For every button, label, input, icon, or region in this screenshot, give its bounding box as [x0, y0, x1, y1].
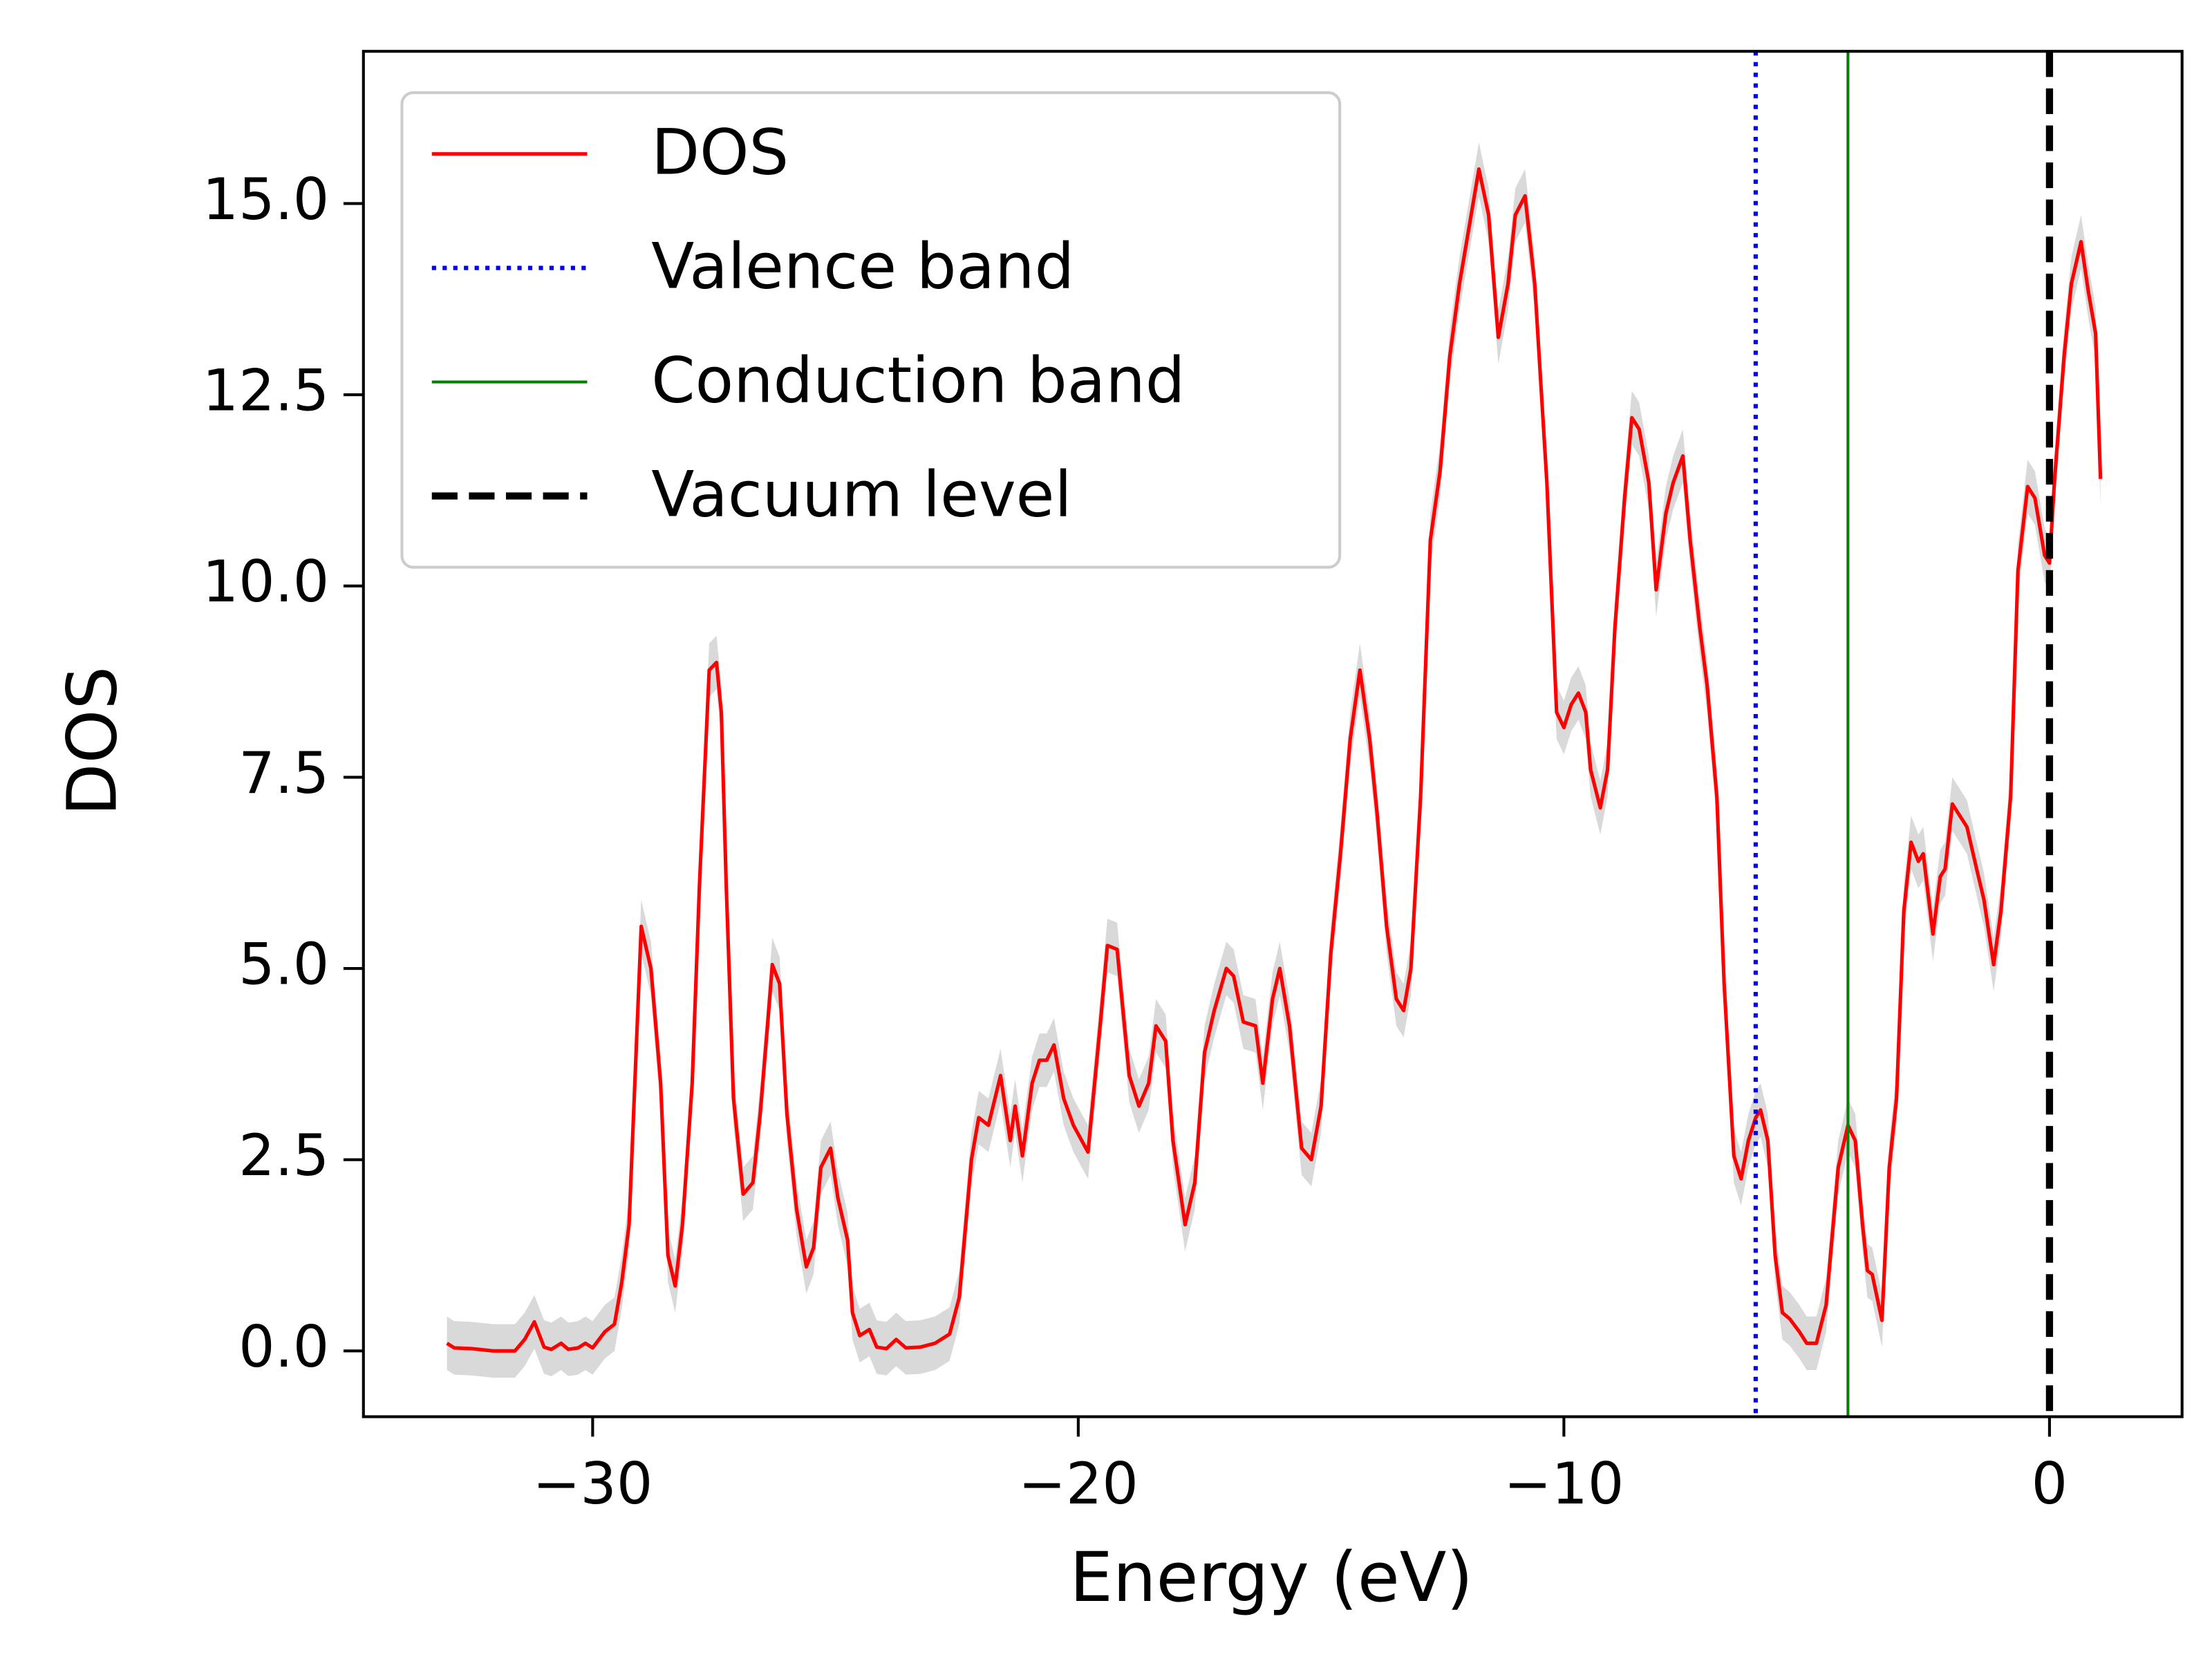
legend-label: Vacuum level [651, 459, 1071, 532]
x-tick-label: −20 [1018, 1451, 1138, 1517]
legend-label: Valence band [651, 231, 1074, 303]
legend: DOS Valence band Conduction band Vacuum lev… [400, 91, 1342, 569]
y-tick-label: 10.0 [203, 549, 330, 615]
x-tick-label: −10 [1503, 1451, 1624, 1517]
y-tick-label: 2.5 [238, 1123, 329, 1189]
y-tick-label: 5.0 [238, 931, 329, 997]
dos-line [446, 167, 2103, 1353]
y-tick-label: 15.0 [203, 167, 330, 233]
legend-label: Conduction band [651, 345, 1185, 418]
y-tick-label: 7.5 [238, 740, 329, 807]
y-tick-label: 12.5 [203, 358, 330, 424]
x-axis-label: Energy (eV) [1069, 1538, 1473, 1618]
y-tick-label: 0.0 [238, 1314, 329, 1380]
plot-area [446, 51, 2103, 1417]
y-axis-label: DOS [53, 666, 133, 816]
legend-box [400, 91, 1342, 569]
legend-label: DOS [651, 117, 789, 189]
x-tick-label: 0 [2032, 1451, 2068, 1517]
plot-frame [362, 50, 2184, 1418]
x-tick-label: −30 [532, 1451, 653, 1517]
